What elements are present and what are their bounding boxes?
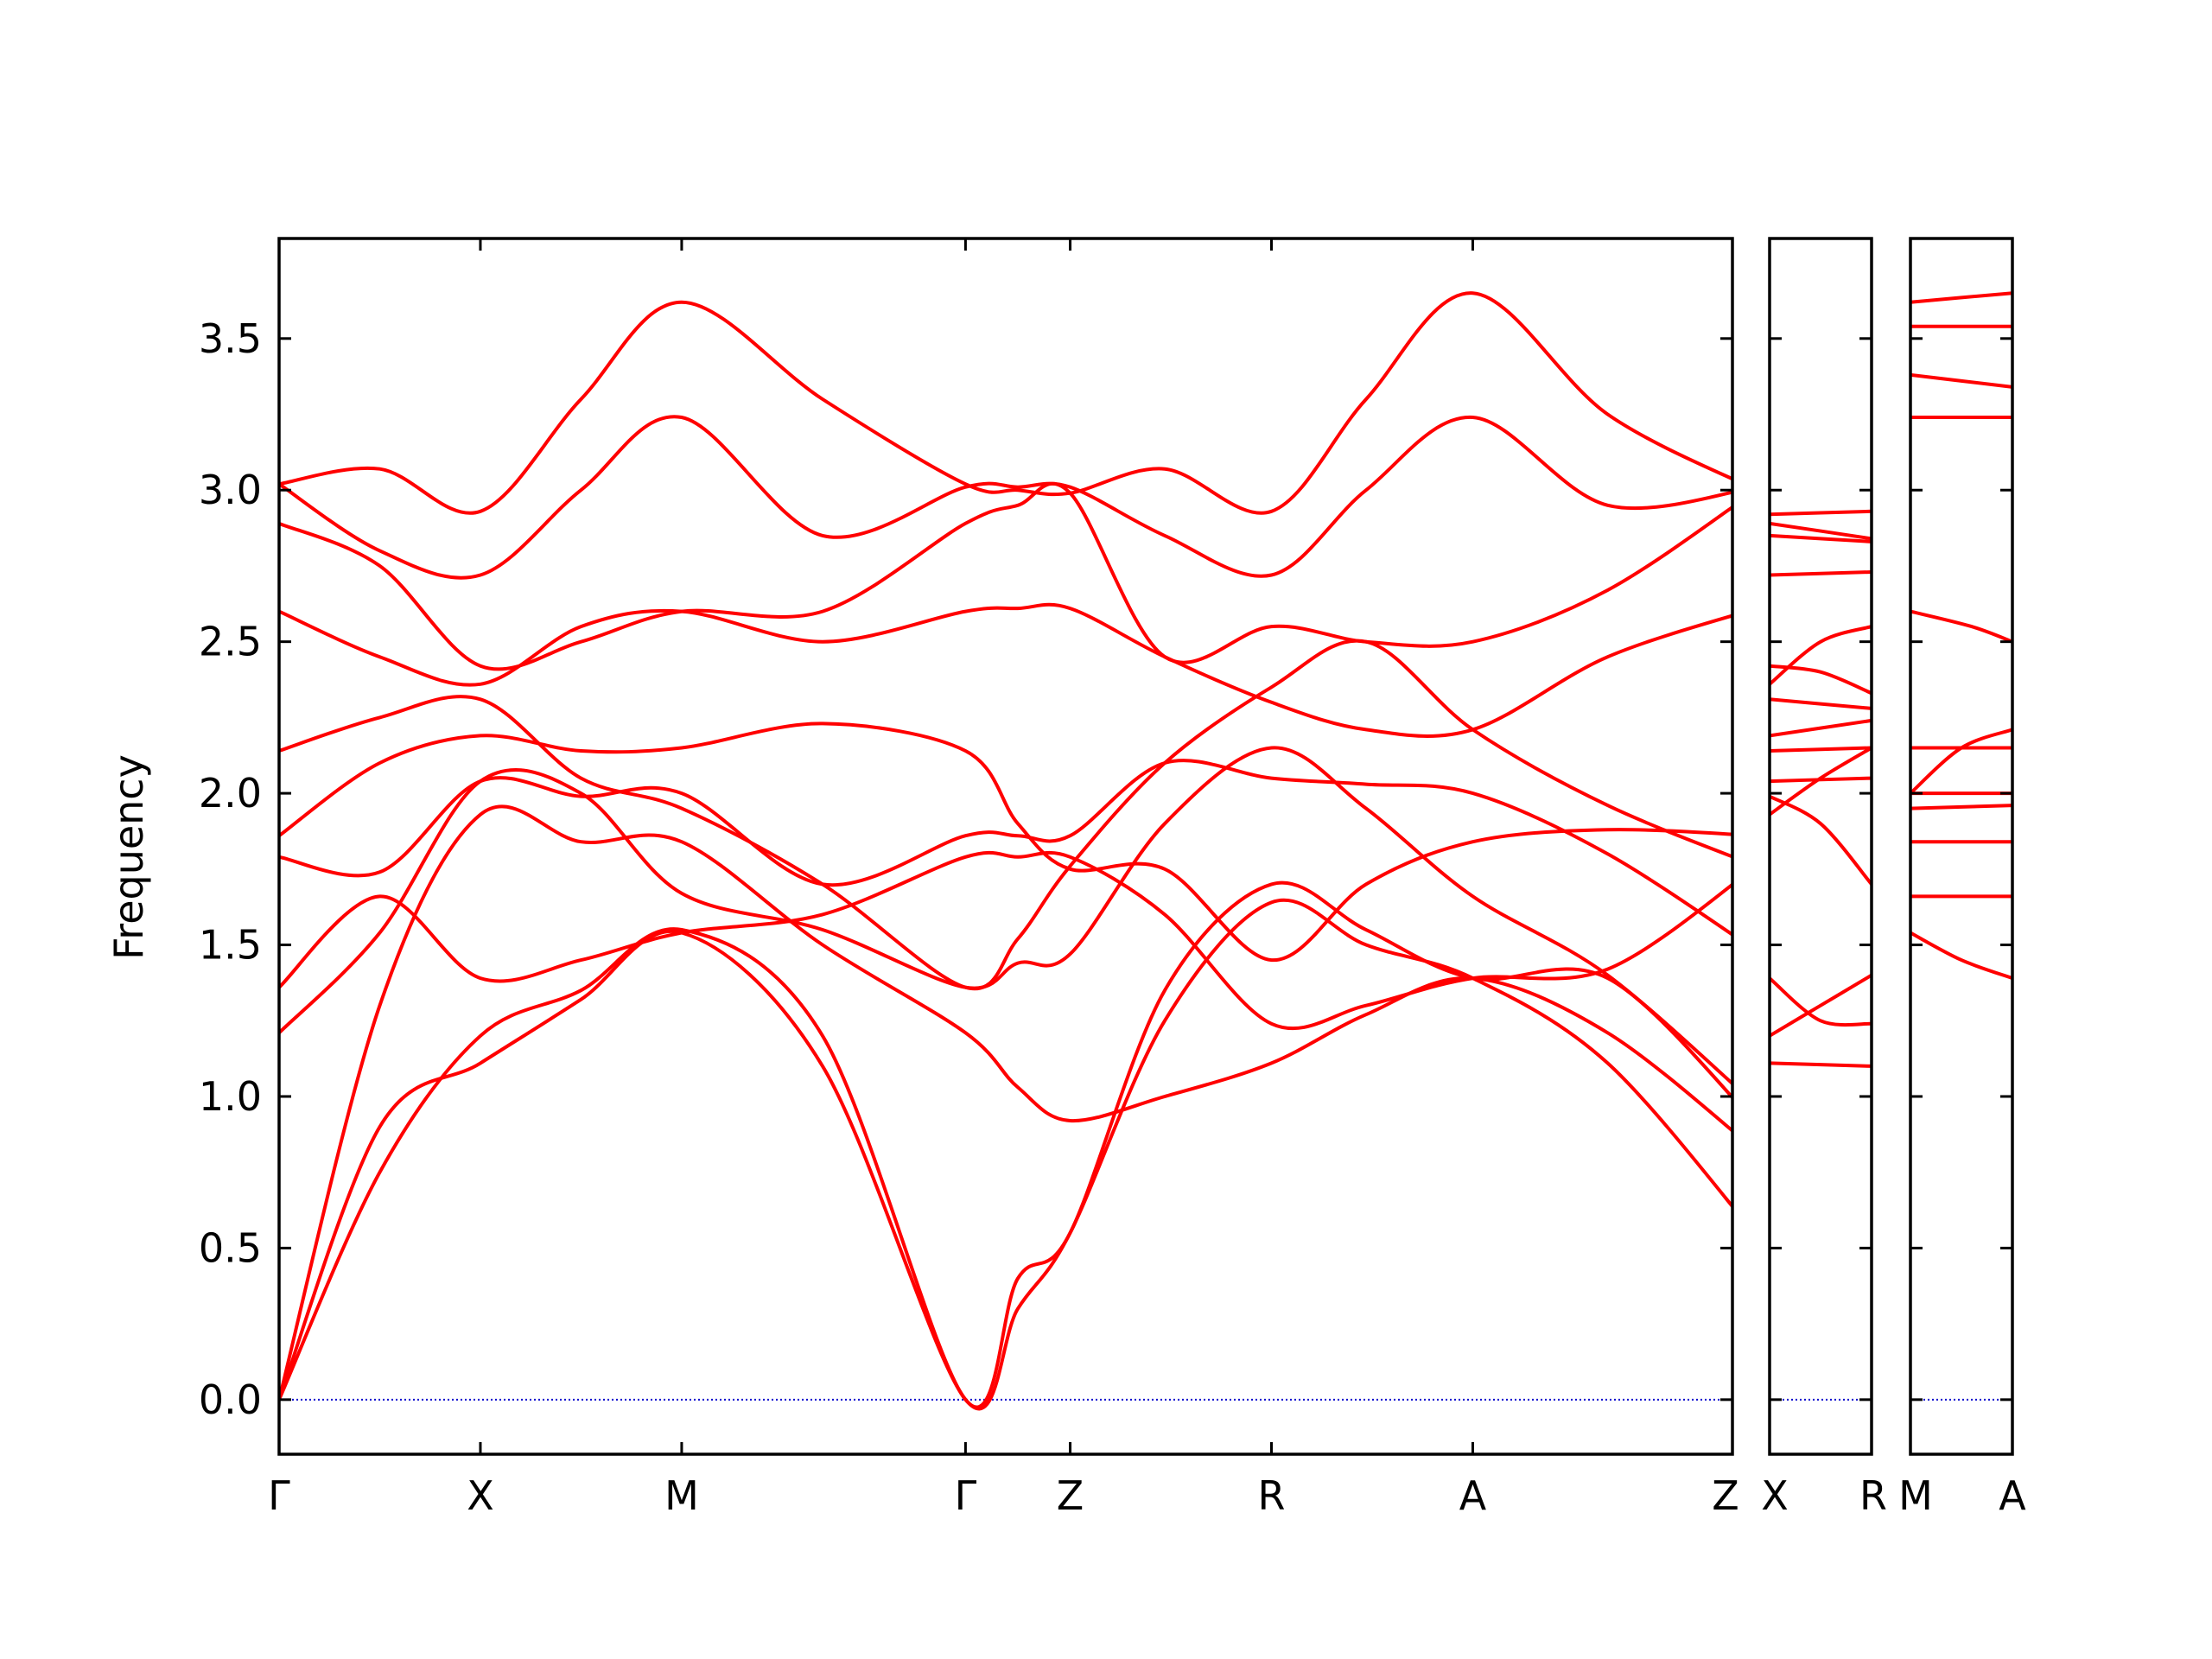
band-line <box>279 898 1732 1411</box>
bands <box>279 291 1732 1411</box>
band-line <box>1910 372 2012 389</box>
y-tick-label: 1.5 <box>199 922 262 969</box>
band-line <box>1770 521 1872 541</box>
band-line <box>1910 804 2012 810</box>
band-line <box>279 602 1732 738</box>
band-line <box>1770 718 1872 738</box>
band-line <box>1770 664 1872 696</box>
panel-frame <box>277 237 1734 1456</box>
bands <box>1770 509 1872 1068</box>
band-line <box>279 804 1732 1402</box>
x-tick-label: Z <box>1712 1472 1739 1519</box>
x-tick-label: R <box>1258 1472 1286 1519</box>
band-line <box>1770 1061 1872 1068</box>
band-line <box>279 759 1732 938</box>
y-tick-label: 2.5 <box>199 619 262 665</box>
y-tick-label: 0.5 <box>199 1224 262 1271</box>
x-tick-label: A <box>1999 1472 2026 1519</box>
band-line <box>1770 794 1872 887</box>
bands <box>1910 291 2012 981</box>
x-tick-label: Γ <box>955 1472 977 1519</box>
band-line <box>1910 728 2012 796</box>
panel-frame <box>1768 237 1873 1456</box>
band-line <box>1770 976 1872 1027</box>
band-line <box>1770 509 1872 517</box>
band-line <box>1910 609 2012 644</box>
band-line <box>1770 697 1872 710</box>
y-axis-tick-labels: 0.0 0.5 1.0 1.5 2.0 2.5 3.0 3.5 <box>199 315 262 1423</box>
x-tick-label: Z <box>1057 1472 1084 1519</box>
x-tick-label: M <box>1898 1472 1933 1519</box>
band-line <box>1770 973 1872 1038</box>
band-line <box>279 721 1732 963</box>
band-line <box>279 415 1732 580</box>
band-line <box>279 850 1732 1031</box>
y-tick-label: 2.0 <box>199 770 262 817</box>
band-line <box>279 291 1732 515</box>
y-axis-label: Frequency <box>105 754 152 960</box>
y-tick-label: 0.0 <box>199 1376 262 1423</box>
band-line <box>279 746 1732 1086</box>
x-tick-label: R <box>1859 1472 1887 1519</box>
band-line <box>1770 533 1872 543</box>
y-tick-label: 1.0 <box>199 1073 262 1120</box>
band-line <box>279 880 1732 1409</box>
band-line <box>1770 746 1872 753</box>
band-line <box>279 481 1732 671</box>
band-line <box>1770 776 1872 784</box>
x-tick-label: X <box>467 1472 494 1519</box>
band-line <box>1910 931 2012 981</box>
band-line <box>1910 291 2012 304</box>
band-line <box>1770 625 1872 686</box>
x-tick-label: X <box>1761 1472 1789 1519</box>
band-line <box>279 639 1732 991</box>
x-tick-label: M <box>664 1472 699 1519</box>
y-tick-label: 3.5 <box>199 315 262 362</box>
x-tick-label: Γ <box>268 1472 290 1519</box>
panel-frame <box>1909 237 2014 1456</box>
x-tick-label: A <box>1459 1472 1487 1519</box>
y-tick-label: 3.0 <box>199 467 262 513</box>
band-line <box>1770 570 1872 577</box>
